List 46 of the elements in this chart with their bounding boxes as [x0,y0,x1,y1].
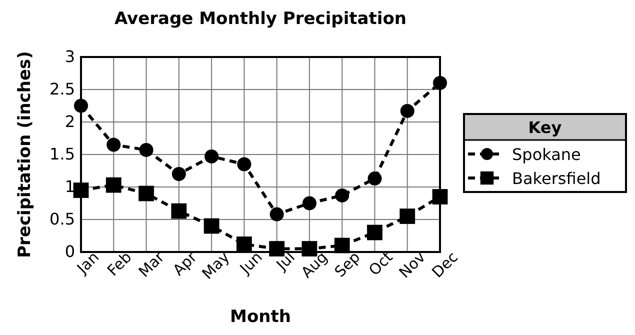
point [73,182,89,198]
point [172,167,186,181]
x-tick-label: Feb [104,248,136,280]
point [237,157,252,172]
point [204,149,219,164]
point [236,236,252,252]
point [106,138,121,152]
x-tick-label: Oct [365,248,396,280]
point [334,238,350,254]
point [204,218,220,234]
y-tick-label: 1 [64,177,75,196]
point [106,177,122,193]
point [302,196,316,210]
x-tick-label: Apr [169,248,202,280]
point [368,172,382,186]
point [433,76,447,90]
point [432,189,448,204]
y-tick-label: 0.5 [50,210,75,229]
point [138,186,154,202]
y-tick-label: 2.5 [50,80,75,99]
x-tick-label: Dec [428,248,462,282]
chart-title: Average Monthly Precipitation [114,9,406,29]
x-tick-label: Mar [135,248,168,281]
point [171,203,187,219]
legend-title: Key [528,118,562,137]
x-tick-label: Jan [72,248,103,278]
legend-label: Bakersfield [512,169,601,188]
x-tick-label: Jul [272,248,298,274]
x-tick-label: Aug [298,248,332,282]
point [139,142,154,157]
y-tick-label: 3 [64,47,75,66]
point [400,104,414,118]
x-axis-title: Month [230,307,291,327]
point [335,188,350,202]
x-tick-label: Jun [236,248,266,278]
point [270,207,284,222]
x-tick-label: Sep [330,248,364,281]
point [74,98,88,113]
y-tick-label: 2 [64,112,75,132]
y-tick-label: 1.5 [50,144,75,164]
y-tick-label: 0 [64,242,75,262]
y-axis-title: Precipitation (inches) [15,51,35,258]
legend-label: Spokane [512,145,581,164]
point [367,224,382,240]
point [400,208,416,224]
x-tick-label: Nov [395,248,430,282]
